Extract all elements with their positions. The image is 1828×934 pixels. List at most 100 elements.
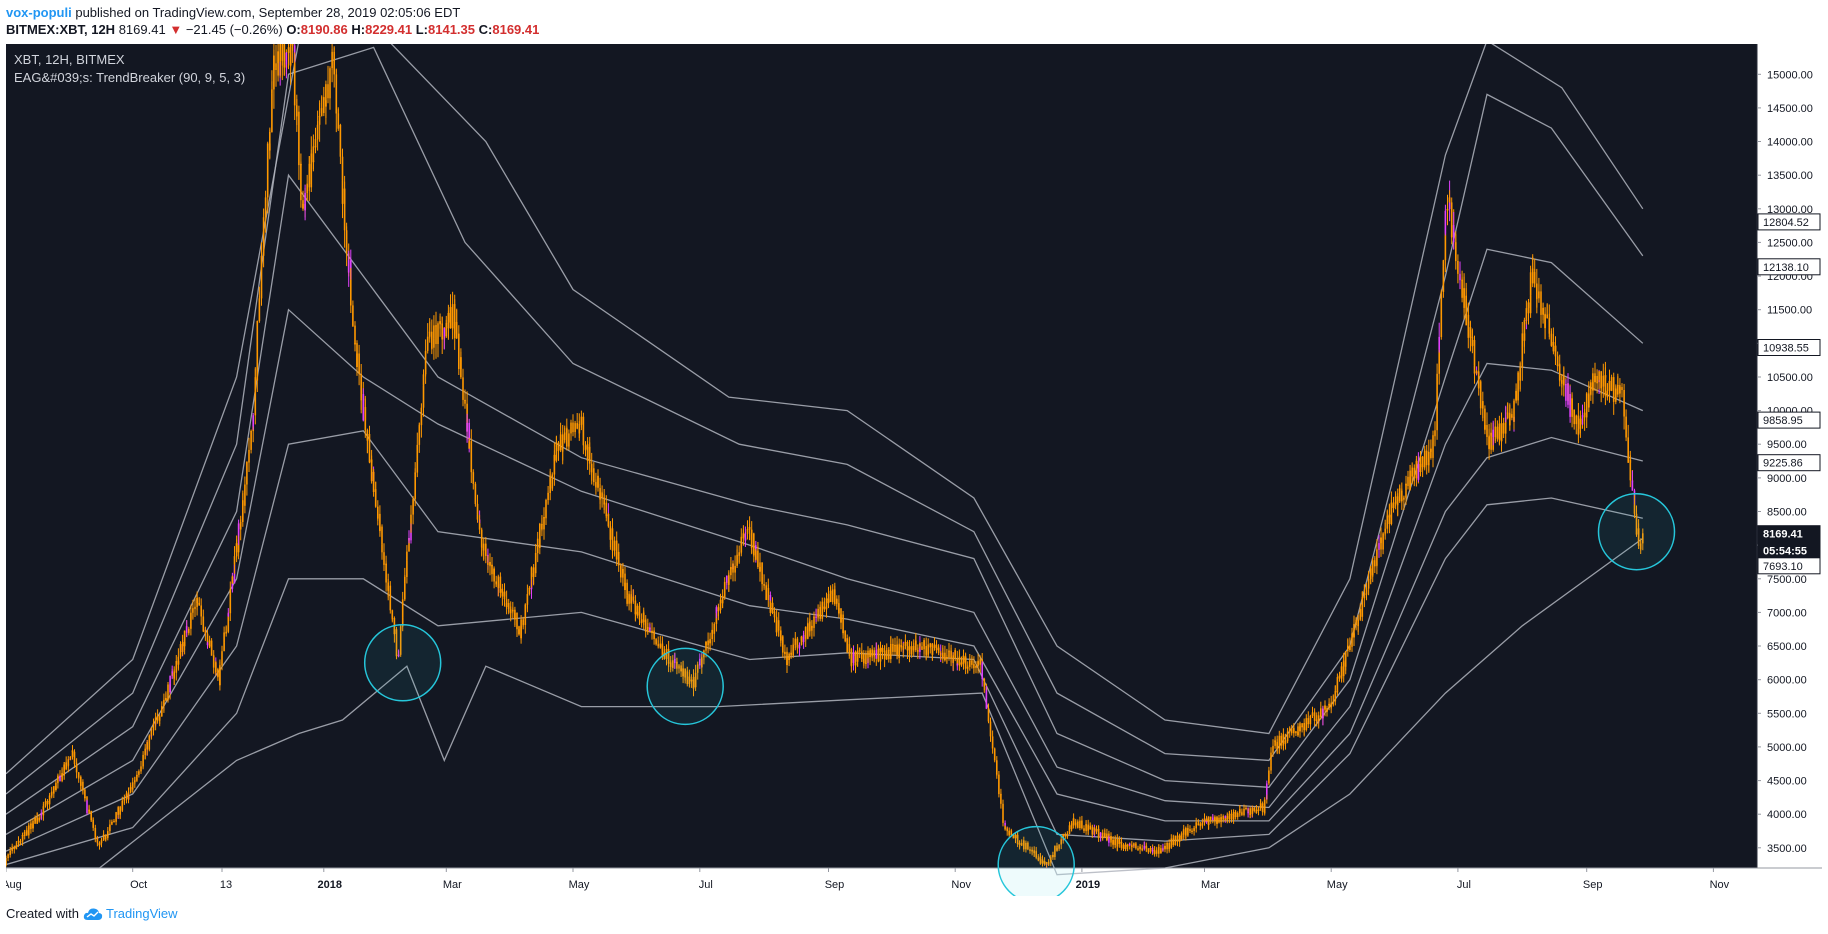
- candle-body: [165, 698, 167, 701]
- candle-body: [593, 478, 595, 483]
- chart-title: XBT, 12H, BITMEX: [14, 52, 125, 67]
- candle-body: [100, 840, 103, 842]
- candle-body: [422, 374, 425, 386]
- candle-body: [1072, 818, 1075, 826]
- publish-line: vox-populi published on TradingView.com,…: [6, 5, 460, 20]
- price-axis[interactable]: 3500.00 4000.00 4500.00 5000.00 5500.00 6000.…: [1757, 69, 1813, 855]
- candle-body: [1002, 803, 1004, 810]
- time-axis[interactable]: Aug Oct 13 2018 Mar May Jul Sep Nov 2019 Mar May Jul…: [2, 868, 1730, 891]
- candle-body: [1020, 843, 1023, 846]
- candle-body: [179, 644, 182, 651]
- candle-body: [709, 638, 711, 644]
- candle-body: [32, 820, 34, 829]
- candle-body: [370, 459, 373, 482]
- candle-body: [466, 422, 468, 432]
- band-upper-4: [5, 39, 1644, 775]
- candle-body: [1120, 841, 1123, 848]
- candle-body: [94, 837, 97, 840]
- candle-body: [1195, 822, 1197, 824]
- candle-body: [615, 551, 618, 560]
- candle-body: [30, 823, 32, 825]
- candle-body: [1064, 835, 1067, 837]
- candle-body: [275, 63, 277, 68]
- candle-body: [9, 850, 11, 854]
- candle-body: [1413, 474, 1416, 479]
- candle-body: [1018, 842, 1021, 845]
- candle-body: [474, 483, 477, 503]
- candle-body: [526, 594, 529, 604]
- candle-body: [1409, 470, 1411, 490]
- candle-body: [48, 797, 51, 805]
- candle-body: [888, 649, 890, 660]
- candle-body: [356, 353, 358, 367]
- candle-body: [948, 650, 950, 652]
- candle-body: [221, 651, 223, 665]
- candle-body: [528, 588, 531, 590]
- candle-body: [715, 613, 718, 624]
- candle-body: [395, 650, 398, 657]
- candle-body: [1122, 844, 1125, 849]
- candle-body: [1538, 291, 1540, 295]
- price-tick-label: 10500.00: [1767, 372, 1813, 384]
- candle-body: [1556, 364, 1559, 367]
- candle-body: [1081, 824, 1083, 829]
- close-label: C:: [478, 22, 493, 37]
- candle-body: [1212, 817, 1214, 821]
- candle-body: [881, 648, 884, 651]
- candle-body: [960, 662, 963, 664]
- candle-body: [644, 619, 647, 632]
- candle-body: [1471, 340, 1474, 346]
- candle-body: [1567, 383, 1569, 405]
- candle-body: [576, 426, 578, 429]
- candle-body: [102, 834, 105, 837]
- candle-body: [609, 528, 612, 540]
- price-tag-label: 10938.55: [1763, 343, 1809, 355]
- candle-body: [264, 203, 267, 218]
- candle-body: [969, 660, 971, 662]
- candle-body: [90, 817, 92, 821]
- candle-body: [379, 526, 381, 531]
- candle-body: [1475, 371, 1478, 373]
- candle-body: [522, 622, 524, 625]
- candle-body: [950, 655, 952, 659]
- candle-body: [1328, 703, 1330, 705]
- candle-body: [823, 606, 826, 610]
- tradingview-brand-link[interactable]: TradingView: [106, 906, 178, 921]
- candle-body: [507, 608, 510, 610]
- candle-body: [1305, 718, 1308, 730]
- candle-body: [323, 97, 325, 101]
- candle-body: [536, 542, 539, 554]
- candle-body: [1625, 425, 1627, 438]
- chart-area[interactable]: 3500.00 4000.00 4500.00 5000.00 5500.00 6000.…: [2, 20, 1822, 904]
- candle-body: [1554, 345, 1557, 357]
- candle-body: [320, 108, 323, 114]
- candle-body: [541, 524, 543, 530]
- candle-body: [426, 336, 429, 342]
- candle-body: [1349, 645, 1351, 650]
- price-tag-label: 7693.10: [1763, 561, 1803, 573]
- candle-body: [865, 663, 867, 664]
- candle-body: [73, 762, 76, 764]
- candle-body: [1571, 398, 1573, 410]
- candle-body: [512, 609, 514, 611]
- candle-body: [229, 588, 232, 596]
- candle-body: [1531, 268, 1534, 284]
- candle-body: [937, 647, 940, 653]
- candle-body: [890, 645, 892, 660]
- candle-body: [1062, 834, 1064, 840]
- candle-body: [1091, 827, 1094, 835]
- candle-body: [366, 434, 369, 441]
- candle-body: [75, 765, 78, 773]
- candle-body: [929, 643, 932, 647]
- candle-body: [499, 588, 502, 593]
- candle-body: [505, 603, 508, 607]
- candle-body: [667, 662, 670, 664]
- candle-body: [532, 567, 535, 577]
- price-chart[interactable]: 3500.00 4000.00 4500.00 5000.00 5500.00 6000.…: [2, 20, 1822, 904]
- author-link[interactable]: vox-populi: [6, 5, 72, 20]
- candle-body: [223, 632, 225, 643]
- candle-body: [742, 533, 745, 539]
- candle-body: [15, 845, 18, 847]
- candle-body: [1280, 741, 1283, 746]
- candle-body: [509, 610, 512, 614]
